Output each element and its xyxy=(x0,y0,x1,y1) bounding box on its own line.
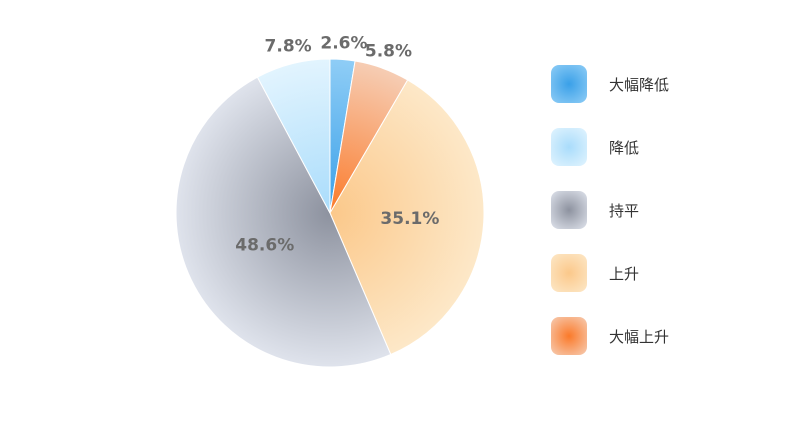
slice-label-1: 2.6% xyxy=(320,34,367,54)
legend-swatch-3 xyxy=(551,191,587,229)
slice-label-2: 7.8% xyxy=(265,37,312,57)
legend-swatch-1 xyxy=(551,65,587,103)
legend-swatch-4 xyxy=(551,254,587,292)
legend-item-1[interactable]: 大幅降低 xyxy=(551,64,751,104)
legend-swatch-2 xyxy=(551,128,587,166)
slice-label-3: 48.6% xyxy=(235,235,294,255)
legend-label-5: 大幅上升 xyxy=(609,326,669,347)
legend-item-5[interactable]: 大幅上升 xyxy=(551,316,751,356)
legend-label-4: 上升 xyxy=(609,263,639,284)
slice-label-4: 35.1% xyxy=(380,209,439,229)
legend-swatch-5 xyxy=(551,317,587,355)
legend-item-4[interactable]: 上升 xyxy=(551,253,751,293)
legend-item-3[interactable]: 持平 xyxy=(551,190,751,230)
legend-label-3: 持平 xyxy=(609,200,639,221)
slice-label-5: 5.8% xyxy=(365,42,412,62)
legend-label-1: 大幅降低 xyxy=(609,74,669,95)
legend-item-2[interactable]: 降低 xyxy=(551,127,751,167)
legend-label-2: 降低 xyxy=(609,137,639,158)
